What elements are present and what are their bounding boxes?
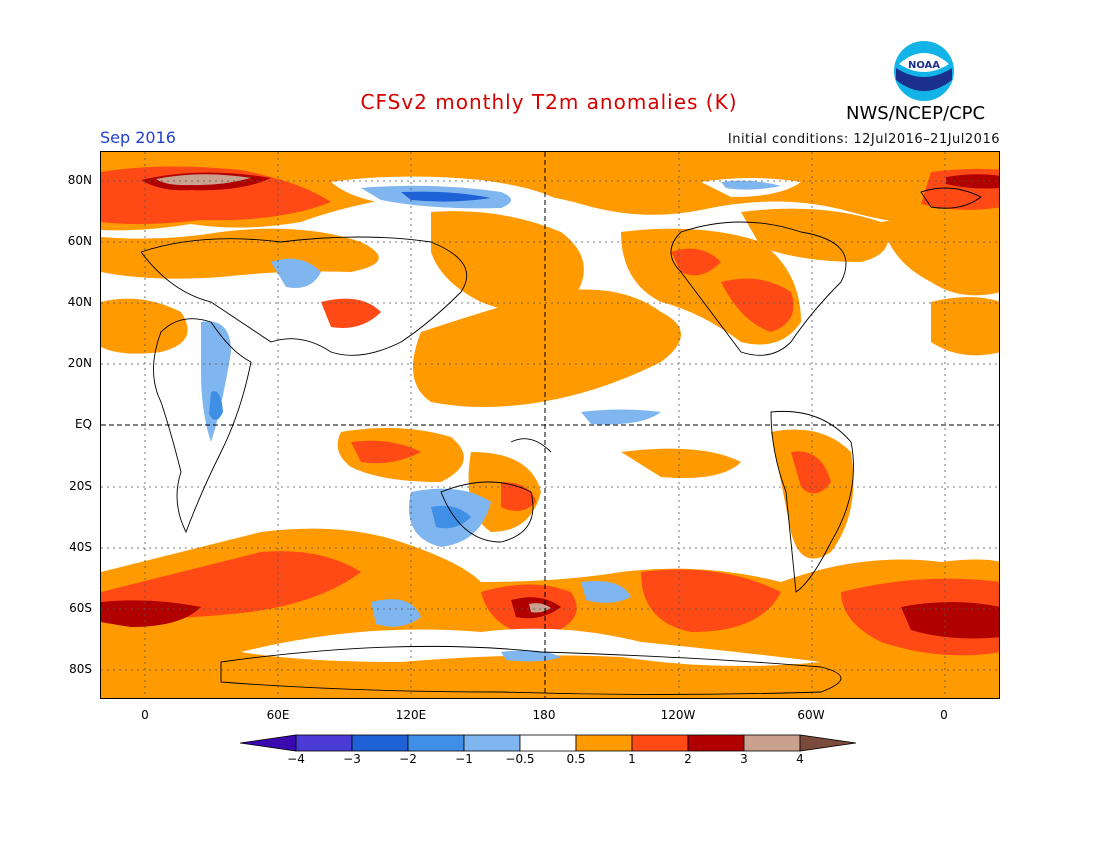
lat-label: EQ — [74, 417, 92, 431]
colorbar-label: 4 — [796, 752, 804, 766]
grid-lines — [101, 152, 999, 698]
anomaly-map — [100, 151, 1000, 699]
colorbar-segment — [687, 734, 745, 752]
lon-label: 120W — [660, 708, 696, 722]
colorbar — [239, 734, 862, 752]
lat-label: 20S — [69, 479, 92, 493]
colorbar-label: −4 — [287, 752, 305, 766]
colorbar-label: 3 — [740, 752, 748, 766]
colorbar-label: −2 — [399, 752, 417, 766]
lat-label: 80S — [69, 662, 92, 676]
colorbar-segment — [407, 734, 465, 752]
colorbar-segment — [519, 734, 577, 752]
initial-conditions: Initial conditions: 12Jul2016–21Jul2016 — [727, 132, 1000, 147]
lon-label: 0 — [141, 708, 149, 722]
lat-label: 20N — [67, 356, 92, 370]
lat-label: 40S — [69, 540, 92, 554]
lon-label: 60W — [797, 708, 825, 722]
colorbar-label: −0.5 — [505, 752, 535, 766]
lat-label: 40N — [67, 295, 92, 309]
agency-label: NWS/NCEP/CPC — [846, 103, 986, 124]
colorbar-segment — [575, 734, 633, 752]
colorbar-segment — [351, 734, 409, 752]
colorbar-label: 2 — [684, 752, 692, 766]
lat-label: 80N — [67, 173, 92, 187]
lon-label: 180 — [532, 708, 556, 722]
colorbar-segment — [463, 734, 521, 752]
lat-label: 60S — [69, 601, 92, 615]
colorbar-label: 0.5 — [566, 752, 586, 766]
lon-label: 120E — [395, 708, 427, 722]
noaa-logo-text: NOAA — [908, 60, 940, 71]
colorbar-label: 1 — [628, 752, 636, 766]
colorbar-label: −1 — [455, 752, 473, 766]
colorbar-high-arrow — [799, 734, 857, 752]
map-canvas — [101, 152, 999, 698]
colorbar-segment — [631, 734, 689, 752]
colorbar-low-arrow — [239, 734, 297, 752]
colorbar-segment — [743, 734, 801, 752]
noaa-logo: NOAA — [893, 40, 955, 102]
forecast-month: Sep 2016 — [100, 128, 176, 147]
lon-label: 0 — [940, 708, 948, 722]
equator-dateline — [101, 152, 999, 698]
coastlines — [140, 187, 982, 695]
colorbar-segment — [295, 734, 353, 752]
map-title: CFSv2 monthly T2m anomalies (K) — [360, 90, 738, 114]
colorbar-label: −3 — [343, 752, 361, 766]
lat-label: 60N — [67, 234, 92, 248]
lon-label: 60E — [266, 708, 290, 722]
